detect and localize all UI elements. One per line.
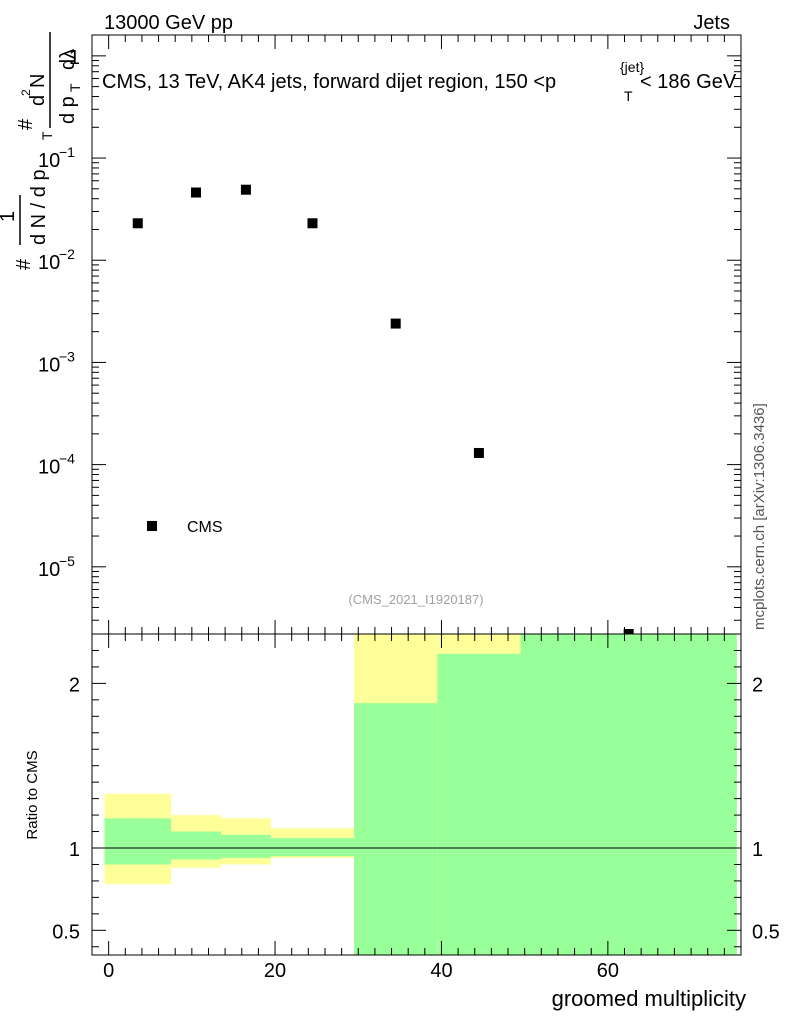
ratio-y-tick-labels: 0.5 0.5 1 1 2 2 — [52, 674, 780, 943]
x-tick-labels: 0 20 40 60 — [103, 960, 619, 982]
cms-data-point — [473, 447, 484, 458]
plot-title: CMS, 13 TeV, AK4 jets, forward dijet reg… — [102, 59, 737, 104]
svg-text:1: 1 — [0, 211, 19, 222]
ratio-band-inner — [171, 831, 221, 860]
header-process-label: Jets — [693, 12, 730, 34]
side-credit: mcplots.cern.ch [arXiv:1306.3436] — [751, 403, 768, 630]
ratio-y-tick-label: 1 — [69, 839, 80, 861]
plot-title-suffix: < 186 GeV — [640, 71, 737, 93]
cms-data-point — [132, 218, 143, 229]
svg-text:d p: d p — [57, 96, 79, 124]
upper-y-tick-exponent: −1 — [59, 144, 75, 160]
cms-data-markers — [132, 184, 634, 634]
cms-data-point — [390, 318, 401, 329]
cms-data-point — [191, 187, 202, 198]
ratio-band-inner — [520, 634, 737, 955]
upper-panel-frame — [91, 34, 742, 635]
upper-y-tick-label: 10 — [38, 457, 60, 479]
x-tick-label: 60 — [597, 960, 619, 982]
ratio-y-axis-label: Ratio to CMS — [24, 750, 41, 839]
svg-text:2: 2 — [19, 89, 33, 96]
svg-text:d N / d p: d N / d p — [28, 169, 50, 245]
ratio-bands — [104, 634, 737, 955]
ratio-band-inner — [270, 838, 355, 857]
header-energy-label: 13000 GeV pp — [104, 12, 233, 34]
cms-data-point — [307, 218, 318, 229]
legend-marker — [147, 521, 157, 531]
ratio-y-tick-label-right: 2 — [752, 674, 763, 696]
ratio-band-inner — [437, 653, 521, 955]
ratio-panel-frame — [91, 633, 742, 956]
svg-text:d: d — [27, 95, 49, 106]
upper-y-tick-label: 10 — [38, 354, 60, 376]
upper-y-tick-label: 10 — [38, 150, 60, 172]
ratio-y-tick-label: 2 — [69, 674, 80, 696]
plot-title-sup: {jet} — [620, 59, 644, 75]
upper-y-tick-label: 1 — [69, 47, 80, 69]
x-tick-label: 0 — [103, 960, 114, 982]
upper-y-tick-exponent: −3 — [59, 348, 75, 364]
x-tick-label: 20 — [264, 960, 286, 982]
svg-text:#: # — [13, 258, 35, 270]
analysis-watermark: (CMS_2021_I1920187) — [348, 592, 483, 607]
svg-text:CMS, 13 TeV, AK4 jets, forward: CMS, 13 TeV, AK4 jets, forward dijet reg… — [102, 71, 556, 93]
cms-data-point — [240, 184, 251, 195]
ratio-band-inner — [220, 834, 271, 858]
upper-y-tick-exponent: −5 — [59, 553, 75, 569]
ratio-y-tick-label-right: 0.5 — [752, 921, 780, 943]
cms-data-point — [623, 629, 634, 634]
legend: CMS — [147, 519, 223, 536]
upper-y-axis-label: # 1 d N / d p T # d 2 N d p T dλ — [0, 32, 83, 270]
legend-label: CMS — [187, 519, 223, 536]
upper-axis-ticks — [92, 35, 741, 634]
upper-y-tick-exponent: −2 — [59, 246, 75, 262]
ratio-axis-ticks — [92, 634, 741, 955]
ratio-y-tick-label-right: 1 — [752, 839, 763, 861]
upper-y-tick-label: 10 — [38, 559, 60, 581]
ratio-band-inner — [354, 703, 438, 955]
svg-text:dλ: dλ — [57, 49, 79, 70]
svg-text:N: N — [27, 74, 49, 88]
svg-text:T: T — [39, 131, 55, 140]
plot-title-sub: T — [624, 88, 633, 104]
ratio-band-inner — [104, 818, 172, 865]
x-tick-label: 40 — [430, 960, 452, 982]
plot-title-prefix: CMS, 13 TeV, AK4 jets, forward dijet reg… — [102, 71, 545, 93]
upper-y-tick-label: 10 — [38, 252, 60, 274]
svg-text:#: # — [15, 118, 37, 130]
ratio-y-tick-label: 0.5 — [52, 921, 80, 943]
upper-y-tick-labels: 10−510−410−310−210−11 — [38, 47, 80, 581]
svg-text:T: T — [67, 83, 83, 92]
plot-title-p: p — [545, 71, 556, 93]
upper-y-tick-exponent: −4 — [59, 451, 75, 467]
x-axis-label: groomed multiplicity — [552, 986, 746, 1011]
